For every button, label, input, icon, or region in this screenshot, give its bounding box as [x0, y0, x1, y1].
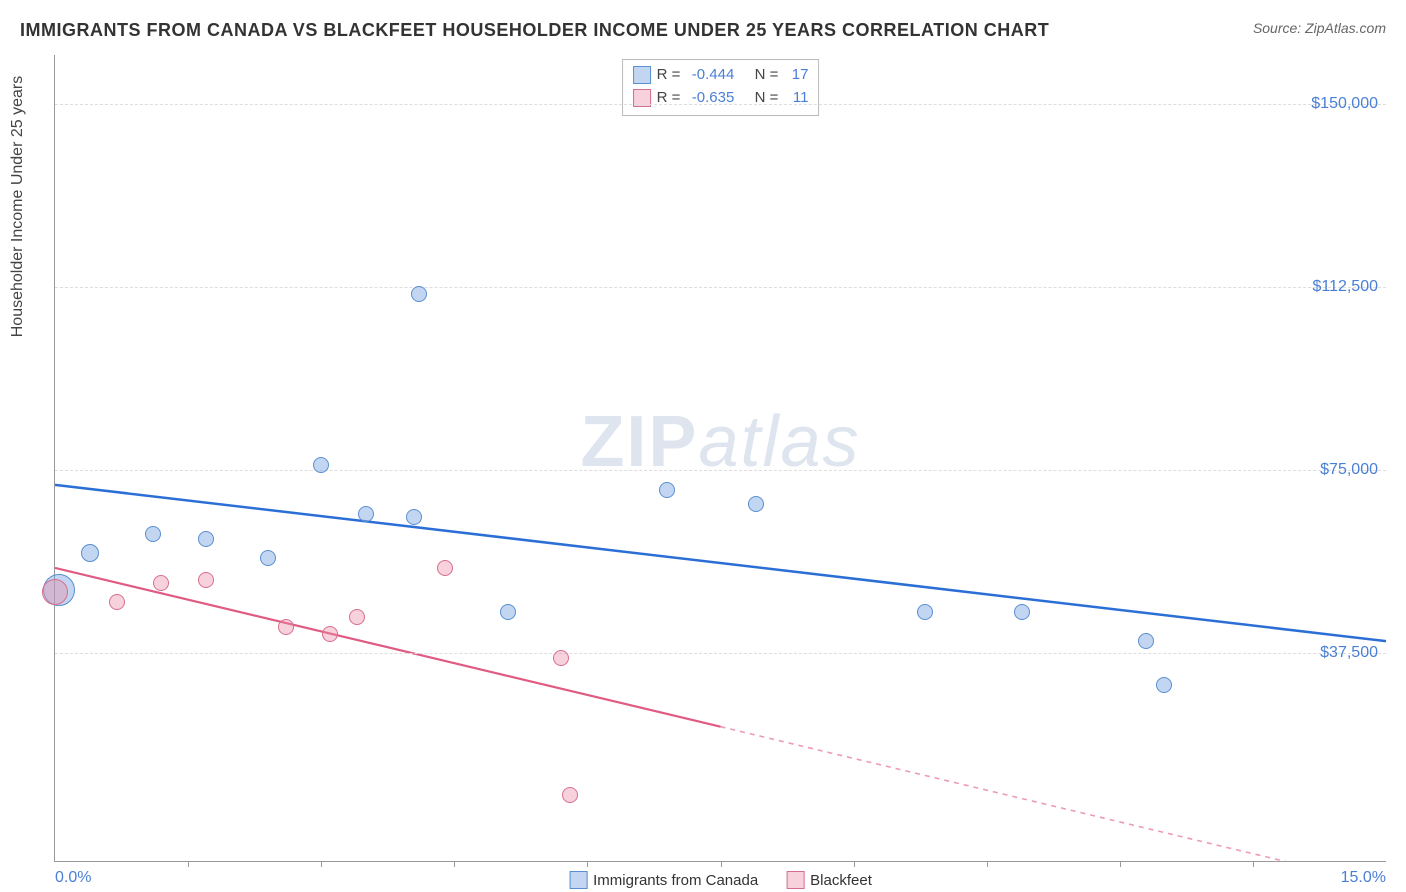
data-point	[145, 526, 161, 542]
data-point	[313, 457, 329, 473]
y-tick-label: $37,500	[1320, 644, 1378, 662]
data-point	[659, 482, 675, 498]
legend-swatch	[786, 871, 804, 889]
data-point	[562, 787, 578, 803]
stat-r-value: -0.444	[686, 64, 734, 87]
data-point	[406, 509, 422, 525]
stat-n-label: N =	[755, 64, 779, 87]
source-value: ZipAtlas.com	[1305, 20, 1386, 36]
data-point	[278, 619, 294, 635]
x-tick-label: 15.0%	[1341, 869, 1386, 887]
gridline	[55, 287, 1386, 288]
x-tick-mark	[321, 861, 322, 867]
y-tick-label: $75,000	[1320, 461, 1378, 479]
stats-row: R = -0.444 N = 17	[633, 64, 809, 87]
data-point	[260, 550, 276, 566]
data-point	[1138, 633, 1154, 649]
stat-n-value: 17	[784, 64, 808, 87]
data-point	[1014, 604, 1030, 620]
source-attribution: Source: ZipAtlas.com	[1253, 20, 1386, 36]
y-tick-label: $150,000	[1311, 95, 1378, 113]
gridline	[55, 104, 1386, 105]
data-point	[42, 579, 68, 605]
x-tick-mark	[1120, 861, 1121, 867]
x-tick-mark	[587, 861, 588, 867]
data-point	[198, 531, 214, 547]
x-tick-mark	[454, 861, 455, 867]
correlation-stats-box: R = -0.444 N = 17R = -0.635 N = 11	[622, 59, 820, 116]
data-point	[358, 506, 374, 522]
y-tick-label: $112,500	[1312, 278, 1378, 296]
plot-area: ZIPatlas R = -0.444 N = 17R = -0.635 N =…	[54, 55, 1386, 862]
stat-n-label: N =	[755, 87, 779, 110]
gridline	[55, 470, 1386, 471]
chart-title: IMMIGRANTS FROM CANADA VS BLACKFEET HOUS…	[20, 20, 1049, 41]
x-tick-mark	[854, 861, 855, 867]
chart-legend: Immigrants from Canada Blackfeet	[569, 871, 872, 889]
data-point	[1156, 677, 1172, 693]
stat-r-label: R =	[657, 87, 681, 110]
x-tick-label: 0.0%	[55, 869, 91, 887]
scatter-chart: Householder Income Under 25 years ZIPatl…	[54, 55, 1386, 862]
stat-n-value: 11	[784, 87, 808, 110]
stat-r-value: -0.635	[686, 87, 734, 110]
legend-swatch	[569, 871, 587, 889]
legend-item: Blackfeet	[786, 871, 872, 889]
data-point	[500, 604, 516, 620]
data-point	[917, 604, 933, 620]
data-point	[411, 286, 427, 302]
data-point	[553, 650, 569, 666]
data-point	[81, 544, 99, 562]
x-tick-mark	[987, 861, 988, 867]
stat-r-label: R =	[657, 64, 681, 87]
data-point	[748, 496, 764, 512]
data-point	[153, 575, 169, 591]
data-point	[349, 609, 365, 625]
gridline	[55, 653, 1386, 654]
data-point	[198, 572, 214, 588]
x-tick-mark	[721, 861, 722, 867]
stats-row: R = -0.635 N = 11	[633, 87, 809, 110]
trendlines-layer	[55, 55, 1386, 861]
source-label: Source:	[1253, 20, 1301, 36]
x-tick-mark	[1253, 861, 1254, 867]
legend-label: Blackfeet	[810, 872, 872, 889]
y-axis-title: Householder Income Under 25 years	[9, 75, 27, 336]
data-point	[437, 560, 453, 576]
series-swatch	[633, 66, 651, 84]
data-point	[109, 594, 125, 610]
legend-item: Immigrants from Canada	[569, 871, 758, 889]
legend-label: Immigrants from Canada	[593, 872, 758, 889]
data-point	[322, 626, 338, 642]
x-tick-mark	[188, 861, 189, 867]
